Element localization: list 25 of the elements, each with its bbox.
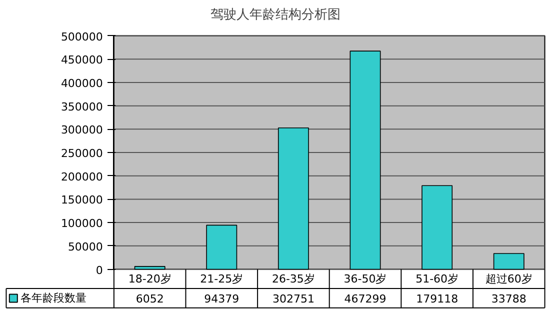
x-tick-label: 36-50岁 — [344, 272, 387, 286]
y-tick-label: 500000 — [60, 30, 103, 44]
data-label: 33788 — [491, 292, 526, 306]
y-tick-label: 50000 — [68, 240, 103, 254]
y-tick-label: 200000 — [60, 170, 103, 184]
data-label: 6052 — [136, 292, 164, 306]
y-tick-label: 400000 — [60, 76, 103, 90]
x-tick-label: 26-35岁 — [272, 272, 315, 286]
y-tick-label: 100000 — [60, 217, 103, 230]
y-tick-label: 150000 — [60, 194, 103, 207]
legend-label: 各年龄段数量 — [20, 292, 87, 305]
chart-title: 驾驶人年龄结构分析图 — [210, 8, 340, 22]
data-label: 179118 — [416, 292, 458, 306]
data-label: 467299 — [344, 292, 386, 306]
y-tick-label: 0 — [96, 264, 103, 277]
x-tick-label: 超过60岁 — [485, 272, 532, 286]
x-tick-label: 18-20岁 — [128, 272, 172, 286]
data-label: 94379 — [204, 292, 240, 306]
y-tick-label: 450000 — [60, 54, 103, 67]
x-tick-label: 21-25岁 — [200, 272, 244, 286]
x-tick-label: 51-60岁 — [416, 272, 459, 286]
y-tick-label: 300000 — [60, 124, 103, 137]
y-tick-label: 250000 — [60, 147, 103, 160]
y-tick-label: 350000 — [60, 100, 103, 114]
data-label: 302751 — [272, 292, 314, 306]
